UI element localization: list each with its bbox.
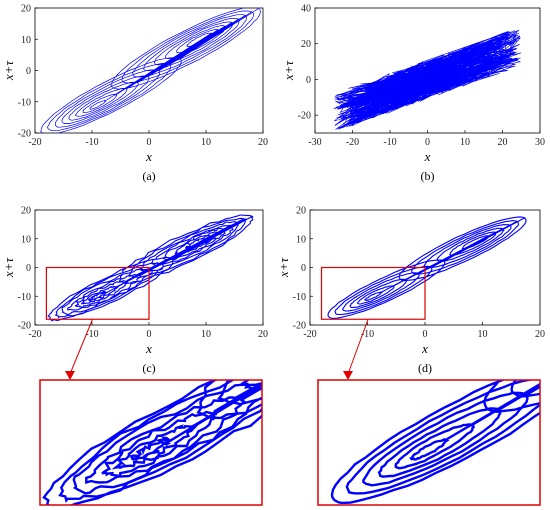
y-tick-label: 0 bbox=[26, 66, 31, 77]
plot-area bbox=[327, 216, 527, 319]
zoom-arrow-line bbox=[347, 319, 369, 375]
x-tick-label: 0 bbox=[147, 329, 152, 340]
y-tick-label: 10 bbox=[21, 234, 31, 245]
y-axis-label: x+τ bbox=[1, 257, 16, 279]
panel-caption: (a) bbox=[142, 169, 155, 183]
plot-area bbox=[47, 214, 254, 322]
inset-trajectory bbox=[42, 380, 262, 505]
y-tick-label: -10 bbox=[293, 292, 306, 303]
plot-area bbox=[40, 8, 261, 133]
y-axis-label: x+τ bbox=[1, 60, 16, 82]
zoom-arrow-head bbox=[65, 371, 75, 380]
y-tick-label: 20 bbox=[301, 39, 311, 50]
x-tick-label: 10 bbox=[201, 329, 211, 340]
x-axis-label: x bbox=[145, 341, 152, 356]
y-tick-label: -10 bbox=[18, 292, 31, 303]
zoom-inset-d bbox=[317, 319, 541, 506]
panel-d: -20 -10 0 10 20 20 10 0 -10 -20 x x+τ (d) bbox=[276, 206, 545, 376]
x-tick-label: 10 bbox=[201, 137, 211, 148]
y-tick-label: 0 bbox=[26, 263, 31, 274]
y-axis-label: x+τ bbox=[276, 257, 291, 279]
zoom-arrow-line bbox=[69, 319, 94, 375]
attractor-trajectory bbox=[40, 8, 261, 133]
y-tick-label: 10 bbox=[21, 35, 31, 46]
x-tick-label: -20 bbox=[303, 329, 316, 340]
x-tick-label: 20 bbox=[258, 329, 268, 340]
y-tick-label: 0 bbox=[301, 263, 306, 274]
plot-area bbox=[333, 29, 522, 130]
x-tick-label: -10 bbox=[361, 329, 374, 340]
attractor-trajectory bbox=[47, 214, 254, 322]
inset-frame bbox=[317, 379, 541, 506]
x-tick-label: -20 bbox=[346, 137, 359, 148]
zoom-box bbox=[320, 266, 426, 320]
y-tick-label: 20 bbox=[296, 206, 306, 217]
x-tick-label: -30 bbox=[308, 137, 321, 148]
x-tick-label: 10 bbox=[478, 329, 488, 340]
inset-plot-area bbox=[330, 380, 540, 505]
y-tick-label: 0 bbox=[306, 75, 311, 86]
x-tick-label: 0 bbox=[425, 137, 430, 148]
y-tick-label: -20 bbox=[18, 321, 31, 332]
x-axis-label: x bbox=[424, 149, 431, 164]
y-tick-label: -20 bbox=[298, 111, 311, 122]
zoom-box bbox=[45, 266, 150, 320]
x-tick-label: 0 bbox=[423, 329, 428, 340]
x-tick-label: 0 bbox=[147, 137, 152, 148]
x-tick-label: -10 bbox=[85, 137, 98, 148]
inset-plot-area bbox=[42, 380, 262, 505]
x-tick-label: -20 bbox=[28, 329, 41, 340]
panel-c: -20 -10 0 10 20 20 10 0 -10 -20 x x+τ (c) bbox=[1, 206, 268, 376]
panel-caption: (d) bbox=[418, 361, 432, 375]
inset-frame bbox=[39, 379, 263, 506]
x-tick-label: 20 bbox=[498, 137, 508, 148]
x-tick-label: -10 bbox=[85, 329, 98, 340]
y-tick-label: 10 bbox=[296, 234, 306, 245]
y-tick-label: -20 bbox=[18, 129, 31, 140]
panel-b: -30 -20 -10 0 10 20 30 40 20 0 -20 x x+τ (b) bbox=[281, 4, 545, 184]
x-axis-label: x bbox=[421, 341, 428, 356]
y-tick-label: 20 bbox=[21, 4, 31, 15]
y-axis-label: x+τ bbox=[281, 60, 296, 82]
panel-a: -20 -10 0 10 20 20 10 0 -10 -20 x x+τ (a) bbox=[1, 4, 268, 184]
panel-caption: (b) bbox=[421, 169, 435, 183]
x-tick-label: 20 bbox=[535, 329, 545, 340]
x-tick-label: -10 bbox=[383, 137, 396, 148]
panel-caption: (c) bbox=[142, 361, 155, 375]
y-tick-label: -20 bbox=[293, 321, 306, 332]
x-tick-label: -20 bbox=[28, 137, 41, 148]
x-axis-label: x bbox=[145, 149, 152, 164]
attractor-trajectory bbox=[327, 216, 527, 319]
zoom-inset-c bbox=[39, 319, 263, 506]
y-tick-label: 20 bbox=[21, 206, 31, 217]
zoom-arrow-head bbox=[343, 371, 353, 380]
y-tick-label: -10 bbox=[18, 97, 31, 108]
inset-trajectory bbox=[330, 380, 540, 505]
x-tick-label: 20 bbox=[258, 137, 268, 148]
y-tick-label: 40 bbox=[301, 4, 311, 15]
scatter-trajectory bbox=[333, 29, 522, 130]
x-tick-label: 10 bbox=[460, 137, 470, 148]
x-tick-label: 30 bbox=[535, 137, 545, 148]
